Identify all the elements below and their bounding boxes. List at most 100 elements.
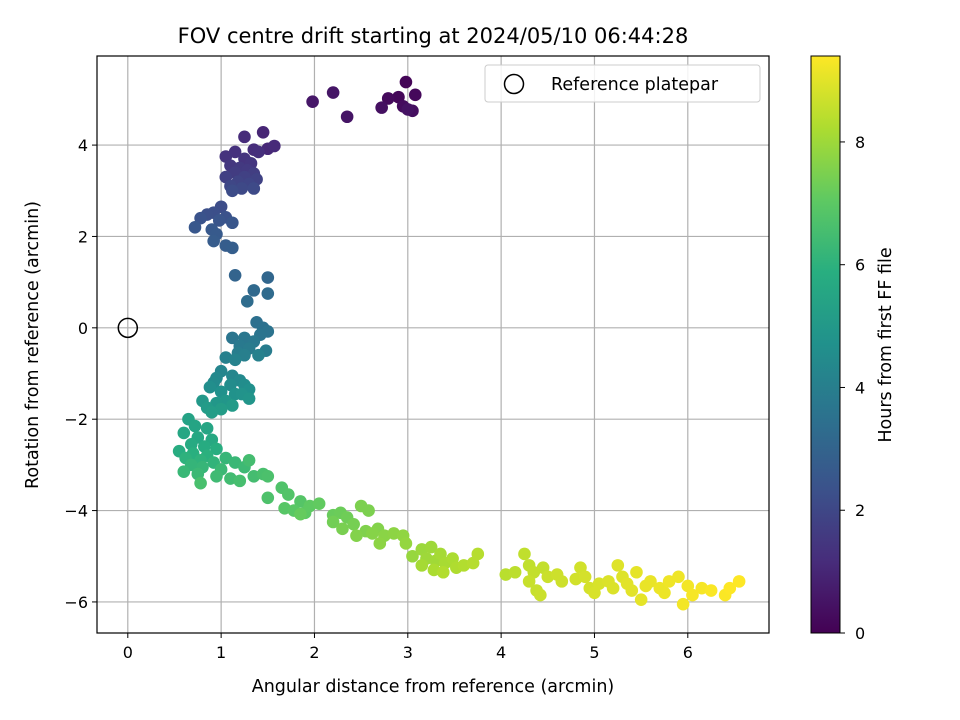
data-point xyxy=(625,584,639,597)
data-point xyxy=(732,575,746,588)
data-point xyxy=(415,559,429,572)
colorbar-tick-label: 8 xyxy=(855,133,865,152)
data-point xyxy=(177,465,191,479)
x-tick-label: 1 xyxy=(216,643,226,662)
data-point xyxy=(424,540,438,554)
x-tick-label: 4 xyxy=(496,643,506,662)
data-point xyxy=(294,495,307,508)
data-point xyxy=(662,575,676,588)
legend-marker xyxy=(503,73,525,95)
y-tick-label: 4 xyxy=(78,136,88,155)
data-point xyxy=(252,145,265,159)
data-point xyxy=(194,211,207,225)
colorbar-label: Hours from first FF file xyxy=(876,247,896,442)
data-point xyxy=(247,182,261,195)
data-point xyxy=(240,295,254,308)
colorbar: 0 2 4 6 8 Hours from first FF file xyxy=(810,55,896,643)
y-tick-label: −4 xyxy=(64,502,88,521)
data-point xyxy=(212,214,226,227)
grid-lines xyxy=(97,56,769,633)
data-point xyxy=(256,125,270,139)
data-point xyxy=(226,184,239,198)
data-point xyxy=(205,406,219,419)
data-point xyxy=(373,537,387,550)
data-point xyxy=(242,392,256,405)
data-point xyxy=(399,75,413,89)
data-point xyxy=(194,476,207,490)
data-point xyxy=(704,584,718,597)
data-point xyxy=(555,575,569,588)
data-point xyxy=(634,593,648,606)
legend-entry: Reference platepar xyxy=(551,75,719,95)
data-point xyxy=(578,570,592,584)
data-point xyxy=(326,86,340,99)
colorbar-tick-label: 6 xyxy=(855,256,865,275)
data-point xyxy=(399,537,413,550)
data-point xyxy=(228,353,242,367)
data-point xyxy=(226,216,239,230)
data-point xyxy=(268,139,281,153)
data-point xyxy=(233,474,247,488)
data-point xyxy=(188,221,202,234)
data-point xyxy=(686,588,699,602)
data-point xyxy=(210,442,223,456)
data-point xyxy=(207,234,220,248)
data-point xyxy=(606,581,620,595)
x-axis-ticks: 0 1 2 3 4 5 6 xyxy=(123,633,693,662)
data-point xyxy=(534,588,547,602)
y-tick-label: −2 xyxy=(64,410,88,429)
data-point xyxy=(362,504,375,517)
y-tick-label: 2 xyxy=(78,227,88,246)
x-tick-label: 2 xyxy=(309,643,319,662)
data-point xyxy=(630,565,643,579)
data-point xyxy=(508,565,522,579)
data-point xyxy=(238,130,251,144)
y-tick-label: −6 xyxy=(64,593,88,612)
data-point xyxy=(247,284,261,297)
legend: Reference platepar xyxy=(484,64,761,103)
legend-box xyxy=(484,64,761,103)
data-point xyxy=(350,529,363,542)
data-point xyxy=(588,586,601,600)
data-point xyxy=(381,92,395,105)
data-point xyxy=(238,348,251,362)
data-point xyxy=(261,491,275,505)
data-point xyxy=(242,454,256,467)
data-point xyxy=(252,348,265,362)
plot-frame xyxy=(96,55,770,634)
data-point xyxy=(226,331,239,345)
data-point xyxy=(375,101,388,114)
data-point xyxy=(294,507,307,521)
colorbar-ticks: 0 2 4 6 8 xyxy=(840,133,865,643)
data-point xyxy=(408,88,422,102)
x-tick-label: 3 xyxy=(403,643,413,662)
data-point xyxy=(401,103,415,116)
data-point xyxy=(261,287,275,300)
x-tick-label: 5 xyxy=(589,643,599,662)
x-axis-label: Angular distance from reference (arcmin) xyxy=(252,677,615,697)
x-tick-label: 0 xyxy=(123,643,133,662)
data-point xyxy=(200,422,214,435)
x-tick-label: 6 xyxy=(683,643,693,662)
data-point xyxy=(518,547,531,561)
data-point xyxy=(210,470,223,483)
data-point xyxy=(723,581,737,595)
data-point xyxy=(522,575,536,588)
data-point xyxy=(203,380,217,394)
data-point xyxy=(261,470,275,483)
data-point xyxy=(672,570,685,584)
data-point xyxy=(347,517,360,531)
colorbar-tick-label: 2 xyxy=(855,501,865,520)
colorbar-tick-label: 0 xyxy=(855,624,865,643)
data-point xyxy=(228,145,242,159)
data-point xyxy=(228,268,242,282)
colorbar-gradient xyxy=(810,55,841,634)
data-point xyxy=(471,547,485,561)
data-point xyxy=(611,559,625,572)
data-point xyxy=(340,110,354,124)
data-point xyxy=(406,549,419,563)
data-points xyxy=(172,75,746,611)
data-point xyxy=(228,456,242,469)
y-axis-label: Rotation from reference (arcmin) xyxy=(23,201,43,489)
